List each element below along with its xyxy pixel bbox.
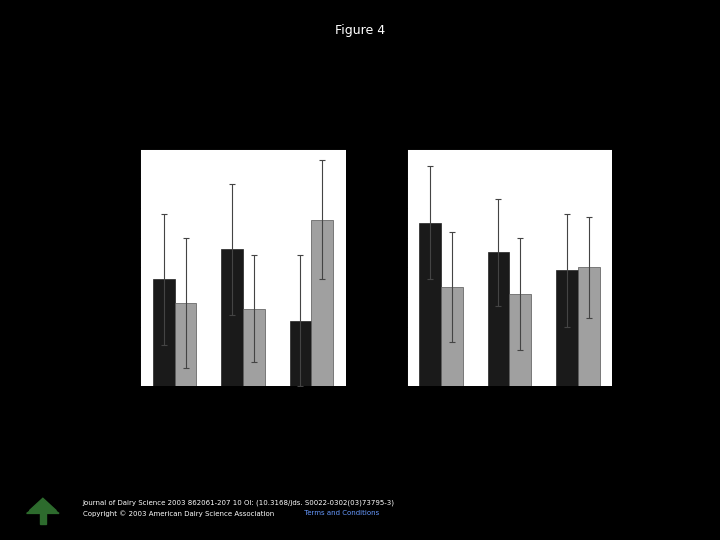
Bar bbox=[289, 321, 311, 386]
Bar bbox=[153, 279, 174, 386]
Polygon shape bbox=[30, 498, 56, 511]
Bar bbox=[221, 249, 243, 386]
Bar bbox=[174, 303, 197, 386]
Text: Terms and Conditions: Terms and Conditions bbox=[302, 510, 379, 516]
Bar bbox=[487, 253, 509, 386]
Y-axis label: Ki-67 labeled, %: Ki-67 labeled, % bbox=[103, 219, 113, 315]
Bar bbox=[311, 220, 333, 386]
X-axis label: Treatments: Treatments bbox=[472, 411, 547, 424]
Text: Journal of Dairy Science 2003 862061-207 10 OI: (10.3168/jds. S0022-0302(03)7379: Journal of Dairy Science 2003 862061-207… bbox=[83, 500, 395, 506]
Bar bbox=[40, 512, 46, 524]
Bar bbox=[243, 309, 265, 386]
Bar bbox=[419, 222, 441, 386]
X-axis label: Treatments: Treatments bbox=[205, 411, 281, 424]
Bar bbox=[556, 270, 577, 386]
Text: ELSEVIER: ELSEVIER bbox=[28, 492, 58, 497]
Polygon shape bbox=[27, 502, 59, 514]
Text: Copyright © 2003 American Dairy Science Association: Copyright © 2003 American Dairy Science … bbox=[83, 510, 274, 517]
Bar bbox=[441, 287, 463, 386]
Y-axis label: Ki-67 labeled, %: Ki-67 labeled, % bbox=[378, 219, 388, 315]
Bar bbox=[509, 294, 531, 386]
Text: Figure 4: Figure 4 bbox=[335, 24, 385, 37]
Bar bbox=[577, 267, 600, 386]
